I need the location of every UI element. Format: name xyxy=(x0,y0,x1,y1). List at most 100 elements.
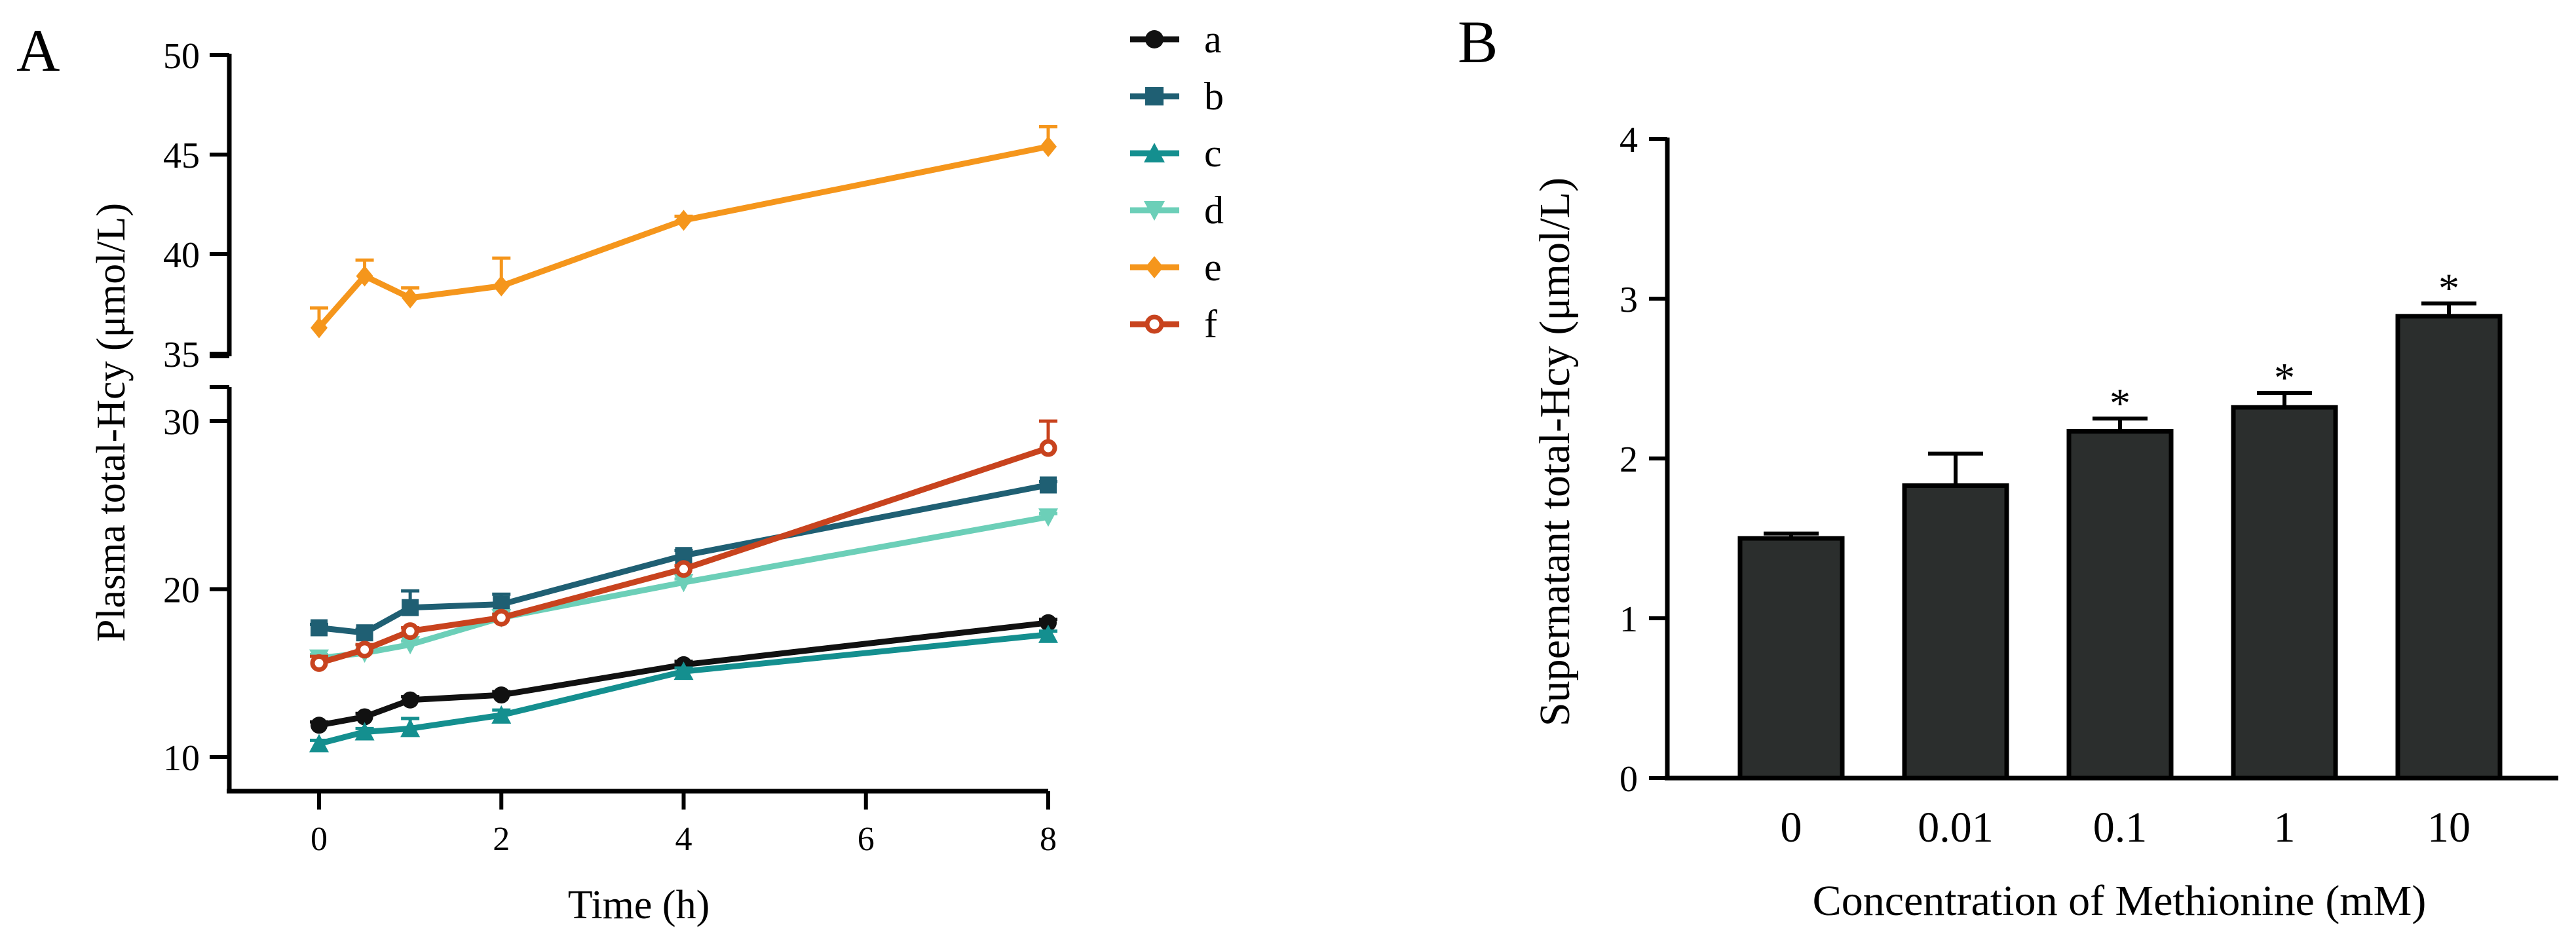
panel-b-x-axis-label: Concentration of Methionine (mM) xyxy=(1813,877,2427,925)
bar xyxy=(2066,429,2174,781)
data-point xyxy=(673,662,694,681)
data-point xyxy=(356,624,373,642)
series-f xyxy=(310,419,1057,672)
data-point xyxy=(356,641,374,659)
panel-a-y-tick-label: 10 xyxy=(163,738,200,779)
significance-marker: * xyxy=(2274,354,2295,401)
panel-a-x-tick-label: 0 xyxy=(311,821,328,858)
panel-b-bars: 0 0.01*0.1*1*10 xyxy=(1737,265,2503,851)
panel-b-x-tick-label: 0.1 xyxy=(2093,804,2148,851)
panel-a-y-tick-label: 45 xyxy=(163,136,200,176)
legend-marker xyxy=(1145,256,1164,278)
data-point xyxy=(493,275,510,297)
legend-label: b xyxy=(1204,75,1224,118)
data-point xyxy=(1040,614,1057,631)
data-point xyxy=(400,636,421,655)
data-point xyxy=(401,622,419,641)
bar-group-0.01: 0.01 xyxy=(1902,451,2009,851)
series-line-e xyxy=(316,143,1049,330)
data-point xyxy=(1040,476,1057,494)
data-point xyxy=(402,691,419,709)
panel-a-line-chart: A 10 20 30 35 40 45 50 0 2 4 6 8 Time (h) Plasma t… xyxy=(16,17,1224,927)
data-point xyxy=(1038,624,1058,643)
data-point xyxy=(493,686,510,704)
bar-group-0: 0 xyxy=(1737,531,1845,851)
data-point xyxy=(400,718,421,737)
legend-marker xyxy=(1145,314,1164,334)
panel-a-x-tick-label: 8 xyxy=(1040,821,1057,858)
legend-item-f: f xyxy=(1130,303,1217,346)
panel-b-y-tick-label: 2 xyxy=(1619,439,1638,480)
panel-a-y-axis-label: Plasma total-Hcy (μmol/L) xyxy=(89,203,134,642)
legend-item-d: d xyxy=(1130,189,1224,232)
data-point xyxy=(311,619,328,637)
panel-a-x-tick-label: 6 xyxy=(858,821,875,858)
series-e xyxy=(310,124,1057,339)
panel-a-label: A xyxy=(16,17,60,84)
panel-a-series xyxy=(309,124,1058,753)
legend-item-b: b xyxy=(1130,75,1224,118)
bar xyxy=(1902,483,2009,781)
bar xyxy=(2395,314,2503,781)
panel-a-x-tick-label: 4 xyxy=(675,821,692,858)
panel-b-y-ticks: 0 1 2 3 4 xyxy=(1619,120,1667,800)
legend-label: f xyxy=(1204,303,1217,346)
bar xyxy=(1737,536,1845,781)
data-point xyxy=(354,722,375,741)
panel-b-label: B xyxy=(1458,9,1498,75)
data-point xyxy=(675,210,692,231)
panel-a-y-tick-label: 50 xyxy=(163,36,200,77)
data-point xyxy=(311,317,328,339)
series-c xyxy=(309,624,1058,753)
legend-label: d xyxy=(1204,189,1224,232)
legend-item-c: c xyxy=(1130,132,1222,175)
data-point xyxy=(310,654,328,672)
significance-marker: * xyxy=(2110,380,2131,426)
legend-item-a: a xyxy=(1130,18,1222,61)
bar-group-1: *1 xyxy=(2231,354,2338,851)
panel-b-x-tick-label: 0 xyxy=(1781,804,1802,851)
data-point xyxy=(356,265,373,287)
data-point xyxy=(402,287,419,308)
data-point xyxy=(311,717,328,734)
panel-a-y-tick-label: 30 xyxy=(163,402,200,443)
bar-group-10: * 10 xyxy=(2395,265,2503,851)
panel-b-y-axis-label: Supernatant total-Hcy (μmol/L) xyxy=(1531,177,1579,726)
legend-marker xyxy=(1144,143,1165,162)
data-point xyxy=(402,599,419,616)
panel-a-x-axis-label: Time (h) xyxy=(568,883,710,927)
panel-b-x-tick-label: 1 xyxy=(2274,804,2296,851)
data-point xyxy=(1040,136,1057,157)
data-point xyxy=(356,708,373,726)
legend-label: e xyxy=(1204,246,1222,289)
panel-a-y-tick-label: 40 xyxy=(163,235,200,276)
panel-b-y-tick-label: 0 xyxy=(1619,759,1638,800)
significance-marker: * xyxy=(2438,265,2459,311)
panel-a-x-tick-label: 2 xyxy=(493,821,510,858)
series-line-c xyxy=(318,631,1049,747)
bar xyxy=(2231,405,2338,781)
data-point xyxy=(491,705,512,724)
panel-a-y-ticks: 10 20 30 35 40 45 50 xyxy=(163,36,229,779)
panel-b-x-tick-label: 0.01 xyxy=(1918,804,1994,851)
legend-label: c xyxy=(1204,132,1222,175)
legend-item-e: e xyxy=(1130,246,1222,289)
data-point xyxy=(309,734,329,753)
panel-a-x-ticks: 0 2 4 6 8 xyxy=(311,791,1057,858)
panel-a-y-tick-label: 20 xyxy=(163,570,200,611)
series-b xyxy=(310,476,1057,642)
legend-marker xyxy=(1145,87,1164,105)
panel-a-y-tick-label: 35 xyxy=(163,335,200,375)
data-point xyxy=(675,560,692,578)
data-point xyxy=(1039,439,1057,457)
panel-b-y-tick-label: 1 xyxy=(1619,599,1638,640)
legend-marker xyxy=(1145,30,1164,48)
data-point xyxy=(673,574,694,593)
legend-label: a xyxy=(1204,18,1222,61)
legend-marker xyxy=(1144,201,1165,221)
panel-b-y-tick-label: 4 xyxy=(1619,120,1638,160)
panel-b-y-tick-label: 3 xyxy=(1619,280,1638,320)
